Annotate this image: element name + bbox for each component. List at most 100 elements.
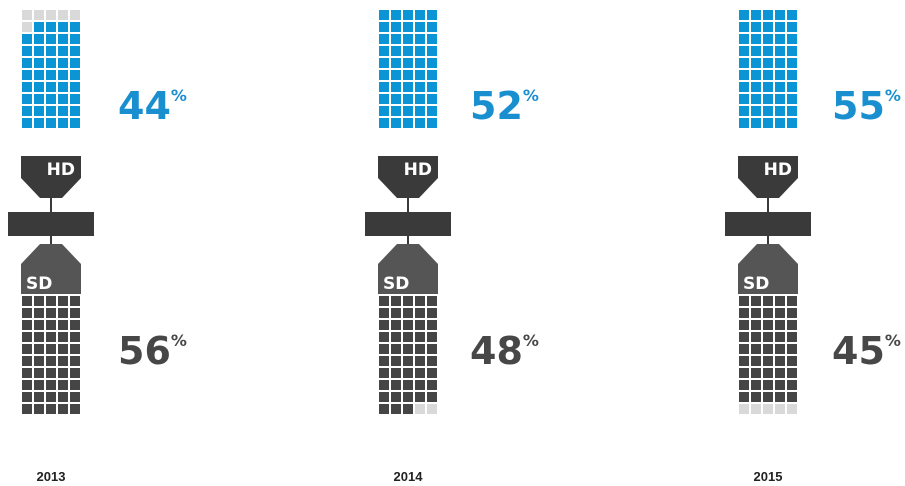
sd-cell bbox=[379, 404, 389, 414]
hd-cell bbox=[58, 58, 68, 68]
hd-cell bbox=[58, 70, 68, 80]
hd-cell bbox=[751, 58, 761, 68]
sd-cell bbox=[415, 320, 425, 330]
sd-cell bbox=[775, 344, 785, 354]
hd-cell bbox=[391, 94, 401, 104]
sd-cell bbox=[34, 296, 44, 306]
sd-cell bbox=[379, 296, 389, 306]
hd-cell bbox=[403, 94, 413, 104]
empty-cell bbox=[427, 404, 437, 414]
sd-cell bbox=[751, 356, 761, 366]
year-label: 2014 bbox=[394, 469, 424, 484]
sd-cell bbox=[58, 320, 68, 330]
sd-cell bbox=[763, 320, 773, 330]
sd-cell bbox=[751, 392, 761, 402]
hd-connector bbox=[21, 156, 81, 198]
hd-cell bbox=[379, 106, 389, 116]
hd-cell bbox=[403, 82, 413, 92]
hd-cell bbox=[415, 10, 425, 20]
sd-cell bbox=[415, 344, 425, 354]
hd-cell bbox=[739, 70, 749, 80]
hd-cell bbox=[70, 34, 80, 44]
hd-cell bbox=[415, 82, 425, 92]
hd-cell bbox=[739, 22, 749, 32]
sd-cell bbox=[22, 356, 32, 366]
hd-cell bbox=[46, 70, 56, 80]
hd-cell bbox=[46, 118, 56, 128]
hd-percentage: 52% bbox=[470, 84, 539, 128]
empty-cell bbox=[751, 404, 761, 414]
connector-stem bbox=[767, 236, 769, 244]
sd-cell bbox=[70, 308, 80, 318]
sd-cell bbox=[403, 296, 413, 306]
sd-cell bbox=[739, 296, 749, 306]
sd-cell bbox=[70, 380, 80, 390]
sd-cell bbox=[427, 356, 437, 366]
connector-stem bbox=[50, 198, 52, 212]
sd-cell bbox=[70, 296, 80, 306]
sd-cell bbox=[379, 332, 389, 342]
hd-cell bbox=[763, 94, 773, 104]
sd-cell bbox=[22, 320, 32, 330]
hd-cell bbox=[415, 106, 425, 116]
year-label: 2013 bbox=[37, 469, 66, 484]
sd-cell bbox=[70, 344, 80, 354]
panel-2015: HD SD 55% 45% 2015 bbox=[725, 10, 901, 484]
sd-cell bbox=[427, 320, 437, 330]
hd-cell bbox=[751, 118, 761, 128]
sd-cell bbox=[34, 380, 44, 390]
hd-cell bbox=[775, 10, 785, 20]
sd-cell bbox=[379, 308, 389, 318]
sd-cell bbox=[787, 344, 797, 354]
sd-percentage: 56% bbox=[118, 329, 187, 373]
sd-cell bbox=[391, 392, 401, 402]
connector-bar bbox=[365, 212, 451, 236]
sd-cell bbox=[46, 356, 56, 366]
hd-cell bbox=[427, 94, 437, 104]
sd-cell bbox=[787, 380, 797, 390]
hd-cell bbox=[22, 34, 32, 44]
connector-stem bbox=[407, 198, 409, 212]
sd-cell bbox=[739, 344, 749, 354]
sd-cell bbox=[739, 320, 749, 330]
hd-cell bbox=[379, 82, 389, 92]
hd-cell bbox=[58, 22, 68, 32]
sd-connector bbox=[378, 244, 438, 294]
sd-percentage: 45% bbox=[832, 329, 901, 373]
sd-cell bbox=[763, 344, 773, 354]
sd-cell bbox=[22, 296, 32, 306]
hd-cell bbox=[34, 70, 44, 80]
hd-cell bbox=[787, 22, 797, 32]
hd-cell bbox=[763, 34, 773, 44]
sd-cell bbox=[46, 344, 56, 354]
hd-cell bbox=[22, 46, 32, 56]
hd-cell bbox=[391, 82, 401, 92]
sd-cell bbox=[379, 344, 389, 354]
hd-cell bbox=[775, 46, 785, 56]
sd-cell bbox=[34, 356, 44, 366]
hd-cell bbox=[403, 58, 413, 68]
hd-cell bbox=[427, 118, 437, 128]
hd-cell bbox=[415, 118, 425, 128]
hd-cell bbox=[787, 94, 797, 104]
sd-cell bbox=[22, 308, 32, 318]
sd-cell bbox=[415, 296, 425, 306]
sd-cell bbox=[403, 308, 413, 318]
sd-cell bbox=[34, 320, 44, 330]
hd-cell bbox=[58, 94, 68, 104]
sd-cell bbox=[34, 404, 44, 414]
hd-cell bbox=[391, 106, 401, 116]
sd-cell bbox=[427, 308, 437, 318]
hd-cell bbox=[70, 70, 80, 80]
hd-cell bbox=[391, 10, 401, 20]
hd-cell bbox=[751, 46, 761, 56]
sd-cell bbox=[22, 332, 32, 342]
hd-cell bbox=[391, 118, 401, 128]
sd-cell bbox=[787, 356, 797, 366]
sd-cell bbox=[379, 380, 389, 390]
sd-cell bbox=[739, 368, 749, 378]
sd-cell bbox=[427, 380, 437, 390]
sd-cell bbox=[22, 344, 32, 354]
hd-cell bbox=[46, 22, 56, 32]
hd-cell bbox=[415, 34, 425, 44]
